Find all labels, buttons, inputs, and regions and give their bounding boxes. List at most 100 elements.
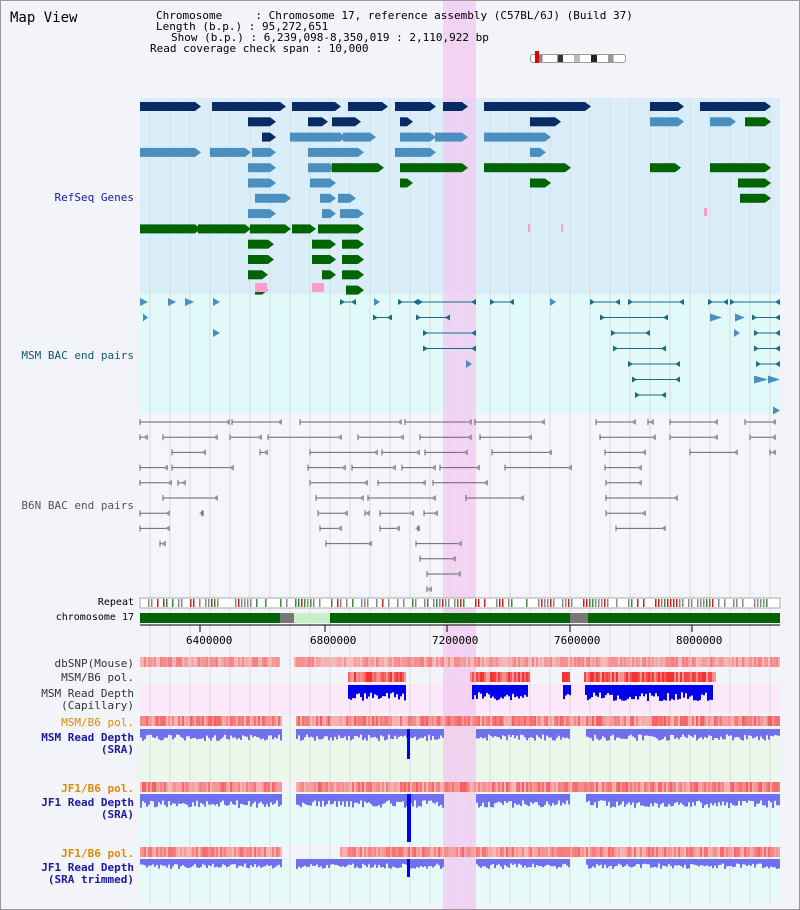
msm-sra-pol-density	[694, 716, 696, 726]
msm-sra-depth-bar	[764, 729, 766, 741]
jf1-trim-depth-bar	[746, 859, 748, 867]
refseq-gene	[252, 147, 270, 157]
jf1-trim-pol-density	[270, 847, 272, 857]
msm-capillary-depth-bar	[366, 685, 368, 699]
msm-sra-depth-bar	[546, 729, 548, 736]
jf1-pol-density	[588, 782, 590, 792]
msm-sra-pol-density	[264, 716, 266, 726]
b6n-end-arrow	[399, 434, 404, 441]
jf1-pol-density	[762, 782, 764, 792]
repeat-element	[331, 599, 333, 607]
jf1-sra-depth-bar	[552, 794, 554, 804]
jf1-pol-density	[328, 782, 330, 792]
refseq-gene	[312, 255, 330, 264]
dbsnp-density	[736, 657, 738, 667]
jf1-trim-depth-bar	[198, 859, 200, 868]
msm-sra-pol-density	[272, 716, 274, 726]
msm-sra-pol-density	[670, 716, 672, 726]
jf1-trim-depth-bar	[768, 859, 770, 869]
b6n-bac-label[interactable]: B6N BAC end pairs	[21, 499, 134, 512]
jf1-pol-density	[186, 782, 188, 792]
msm-sra-depth-bar	[770, 729, 772, 736]
bac-end-arrow	[613, 345, 618, 352]
msm-sra-depth-bar	[536, 729, 538, 736]
msm-sra-depth-bar	[390, 729, 392, 739]
msm-sra-depth-bar	[476, 729, 478, 739]
msm-sra-pol-density	[636, 716, 638, 726]
msm-sra-pol-density	[258, 716, 260, 726]
jf1-sra-depth-bar	[774, 794, 776, 801]
dbsnp-density	[626, 657, 628, 667]
jf1-trim-pol-density	[662, 847, 664, 857]
jf1-trim-depth-bar	[484, 859, 486, 867]
dbsnp-density	[408, 657, 410, 667]
jf1-trim-pol-density	[708, 847, 710, 857]
msm-sra-depth-bar	[550, 729, 552, 738]
jf1-pol-density	[552, 782, 554, 792]
jf1-trim-depth-bar	[360, 859, 362, 869]
msm-sra-depth-bar	[276, 729, 278, 739]
repeat-element	[766, 599, 768, 607]
jf1-pol-density	[298, 782, 300, 792]
msm-sra-pol-density	[512, 716, 514, 726]
jf1-pol-density	[320, 782, 322, 792]
msm-sra-depth-bar	[192, 729, 194, 739]
jf1-trim-depth-bar	[180, 859, 182, 867]
jf1-pol-density	[488, 782, 490, 792]
msm-pol-density	[500, 672, 502, 682]
jf1-pol-density	[314, 782, 316, 792]
dbsnp-density	[266, 657, 268, 667]
chromosome-ideogram[interactable]	[530, 54, 626, 63]
msm-sra-pol-density	[364, 716, 366, 726]
jf1-trim-depth-bar	[726, 859, 728, 867]
msm-sra-pol-density	[316, 716, 318, 726]
msm-capillary-depth-bar	[599, 685, 601, 693]
jf1-sra-depth-bar	[560, 794, 562, 806]
jf1-trim-pol-density	[176, 847, 178, 857]
dbsnp-density	[662, 657, 664, 667]
jf1-pol-density	[776, 782, 778, 792]
dbsnp-density	[750, 657, 752, 667]
bac-end-arrow	[185, 298, 194, 306]
jf1-trim-depth-bar	[338, 859, 340, 866]
refseq-genes-label[interactable]: RefSeq Genes	[54, 191, 134, 204]
b6n-end-arrow	[651, 434, 656, 441]
jf1-pol-density	[616, 782, 618, 792]
jf1-trim-pol-density	[578, 847, 580, 857]
msm-sra-depth-bar	[768, 729, 770, 740]
msm-capillary-depth-bar	[520, 685, 522, 697]
jf1-sra-depth-bar	[342, 794, 344, 802]
msm-pol-density	[372, 672, 374, 682]
msm-sra-pol-density	[366, 716, 368, 726]
jf1-trim-depth-bar	[246, 859, 248, 868]
jf1-sra-depth-bar	[596, 794, 598, 808]
msm-capillary-depth-bar	[358, 685, 360, 694]
msm-pol-density	[474, 672, 476, 682]
jf1-trim-pol-density	[680, 847, 682, 857]
jf1-pol-density	[730, 782, 732, 792]
msm-sra-pol-density	[532, 716, 534, 726]
jf1-trim-depth-bar	[300, 859, 302, 869]
jf1-trim-depth-bar	[742, 859, 744, 865]
msm-sra-depth-bar	[670, 729, 672, 735]
msm-sra-pol-density	[746, 716, 748, 726]
jf1-sra-depth-bar	[368, 794, 370, 803]
msm-pol-density	[484, 672, 486, 682]
jf1-trim-depth-bar	[526, 859, 528, 868]
dbsnp-density	[646, 657, 648, 667]
msm-bac-label[interactable]: MSM BAC end pairs	[21, 349, 134, 362]
msm-sra-depth-bar	[340, 729, 342, 739]
repeat-element	[298, 599, 300, 607]
msm-sra-depth-bar	[590, 729, 592, 739]
repeat-element	[280, 599, 282, 607]
jf1-sra-depth-bar	[430, 794, 432, 801]
msm-sra-pol-density	[646, 716, 648, 726]
jf1-trim-pol-density	[672, 847, 674, 857]
refseq-gene	[530, 178, 545, 188]
msm-sra-depth-bar	[366, 729, 368, 741]
jf1-trim-depth-bar	[628, 859, 630, 867]
msm-sra-depth-bar	[622, 729, 624, 739]
dbsnp-density	[224, 657, 226, 667]
jf1-trim-depth-bar	[410, 859, 412, 869]
msm-sra-depth-bar	[588, 729, 590, 738]
